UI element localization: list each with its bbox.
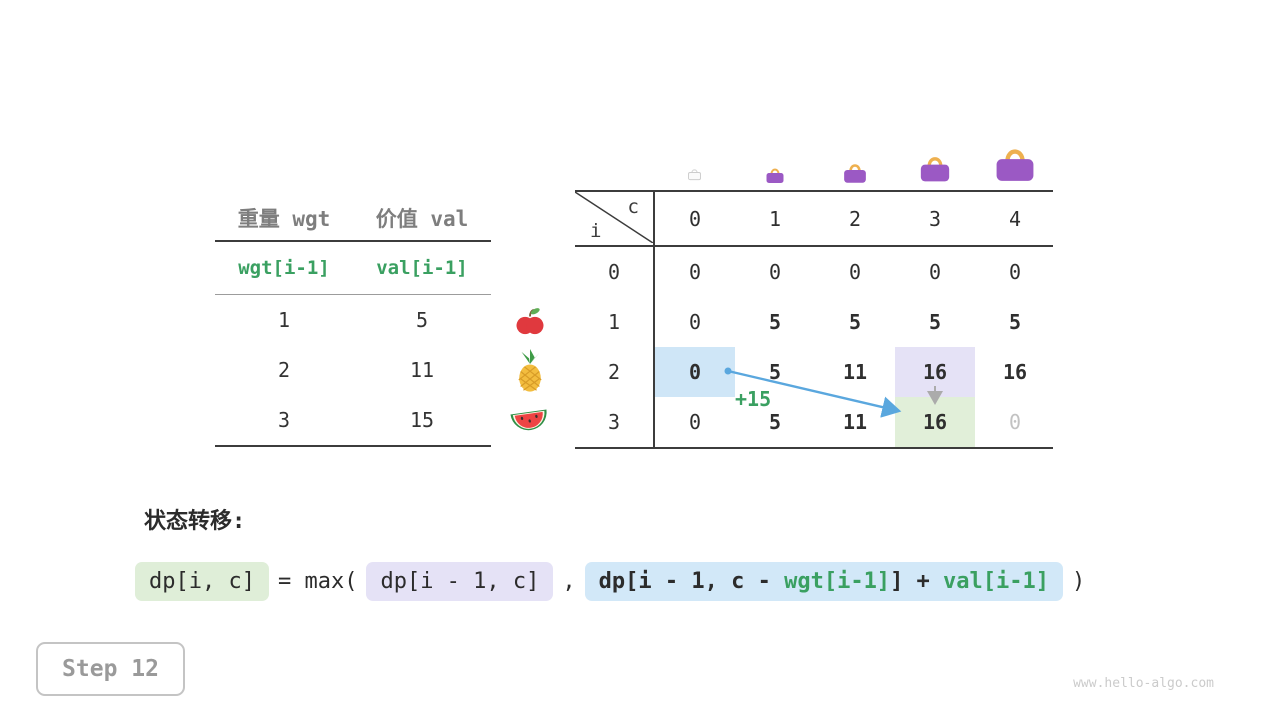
formula-dp-current: dp[i, c]: [135, 562, 269, 601]
bag-capacity-2-icon: [842, 161, 868, 188]
dp-row-1: 1 0 5 5 5 5: [575, 297, 1053, 347]
item-weight: 3: [277, 408, 291, 432]
item-weight: 2: [277, 358, 291, 382]
dp-cell: 0: [688, 310, 702, 334]
watermark: www.hello-algo.com: [1073, 676, 1214, 691]
formula-take-part1: dp[i - 1, c -: [598, 569, 785, 594]
dp-cell: 5: [848, 310, 862, 334]
value-column-header: 价值 val: [375, 207, 469, 231]
gain-label: +15: [735, 387, 772, 411]
item-table: 重量 wgt 价值 val wgt[i-1] val[i-1] 1 5 2 11…: [215, 196, 491, 447]
item-row-2: 2 11: [215, 345, 491, 395]
corner-cell: c i: [575, 192, 655, 245]
dp-row-label-3: 3: [575, 397, 655, 447]
item-value: 11: [409, 358, 435, 382]
dp-cell: 0: [688, 410, 702, 434]
dp-row-0: 0 0 0 0 0 0: [575, 247, 1053, 297]
formula-eq-max: = max(: [277, 569, 358, 594]
transition-title: 状态转移:: [144, 509, 246, 534]
diagonal-divider: [575, 192, 653, 243]
bag-capacity-4-icon: [993, 144, 1037, 187]
weight-column-header: 重量 wgt: [237, 207, 331, 231]
item-row-3: 3 15: [215, 395, 491, 445]
dp-cell: 0: [928, 260, 942, 284]
dp-cell-uncomputed: 0: [1008, 410, 1022, 434]
dp-col-header-0: 0: [688, 206, 702, 231]
dp-col-header-4: 4: [1008, 206, 1022, 231]
item-variable: i: [590, 220, 602, 242]
item-value: 5: [415, 308, 429, 332]
transition-formula: dp[i, c] = max( dp[i - 1, c] , dp[i - 1,…: [135, 562, 1094, 601]
dp-header-row: c i 0 1 2 3 4: [575, 192, 1053, 247]
dp-cell: 11: [842, 410, 868, 434]
dp-col-header-2: 2: [848, 206, 862, 231]
formula-take-part2: ] +: [890, 569, 944, 594]
formula-option-skip: dp[i - 1, c]: [366, 562, 554, 601]
dp-cell: 11: [842, 360, 868, 384]
formula-option-take: dp[i - 1, c - wgt[i-1]] + val[i-1]: [584, 562, 1064, 601]
dp-cell: 16: [1002, 360, 1028, 384]
dp-cell: 0: [1008, 260, 1022, 284]
dp-cell-current: 16: [895, 397, 975, 447]
empty-bag-icon: [687, 166, 702, 185]
dp-row-label-0: 0: [575, 247, 655, 297]
watermelon-icon: [508, 406, 552, 439]
dp-row-label-2: 2: [575, 347, 655, 397]
item-value: 15: [409, 408, 435, 432]
dp-cell: 5: [768, 310, 782, 334]
bag-capacity-3-icon: [918, 153, 952, 187]
capacity-variable: c: [627, 196, 639, 218]
dp-cell-source-skip: 16: [895, 347, 975, 397]
item-symbol-row: wgt[i-1] val[i-1]: [215, 242, 491, 295]
dp-col-header-3: 3: [928, 206, 942, 231]
dp-cell: 5: [1008, 310, 1022, 334]
dp-table: c i 0 1 2 3 4 0 0 0 0 0 0 1 0 5 5 5 5 2: [575, 190, 1053, 449]
item-row-1: 1 5: [215, 295, 491, 345]
step-label: Step 12: [62, 656, 159, 682]
dp-cell: 5: [928, 310, 942, 334]
dp-cell: 0: [688, 260, 702, 284]
dp-cell: 5: [768, 410, 782, 434]
formula-comma: ,: [562, 569, 576, 594]
dp-row-3: 3 0 5 11 16 0: [575, 397, 1053, 447]
pineapple-icon: [513, 349, 547, 398]
weight-symbol: wgt[i-1]: [238, 257, 330, 279]
formula-take-wgt: wgt[i-1]: [784, 569, 891, 594]
dp-row-2: 2 0 5 11 16 16: [575, 347, 1053, 397]
dp-row-label-1: 1: [575, 297, 655, 347]
dp-cell-source-take: 0: [655, 347, 735, 397]
dp-col-header-1: 1: [768, 206, 782, 231]
bag-capacity-1-icon: [765, 166, 785, 188]
formula-close-paren: ): [1072, 569, 1086, 594]
formula-take-val: val[i-1]: [943, 569, 1050, 594]
item-table-header: 重量 wgt 价值 val: [215, 196, 491, 242]
value-symbol: val[i-1]: [376, 257, 468, 279]
step-indicator: Step 12: [36, 642, 185, 696]
dp-cell: 0: [848, 260, 862, 284]
item-weight: 1: [277, 308, 291, 332]
dp-cell: 0: [768, 260, 782, 284]
apple-icon: [515, 305, 545, 341]
